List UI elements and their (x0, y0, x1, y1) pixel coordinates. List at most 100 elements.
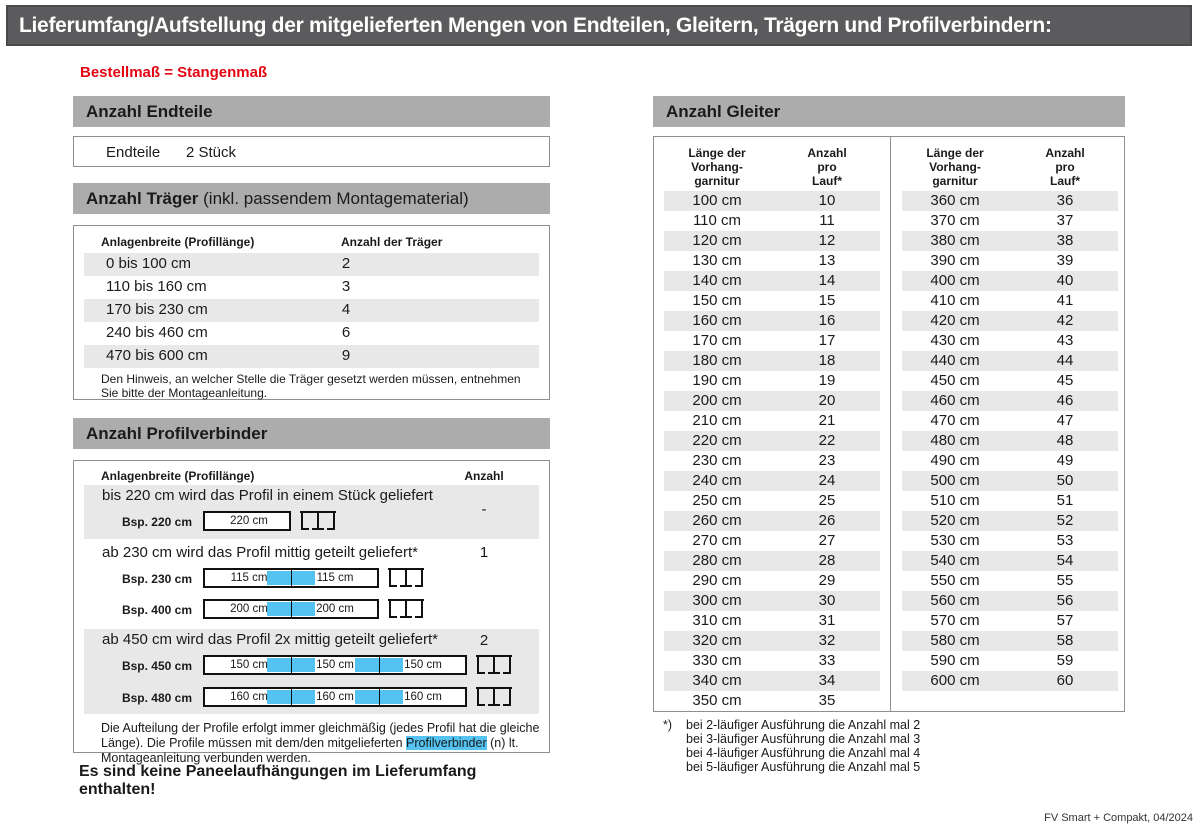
gleiter-row: 420 cm 42 (902, 311, 1118, 331)
gleiter-length: 160 cm (692, 312, 742, 329)
gleiter-count: 45 (1056, 372, 1074, 389)
gleiter1-col1-header: Länge der Vorhang-garnitur (688, 146, 746, 188)
example-label: Bsp. 220 cm (121, 515, 192, 529)
traeger-range: 240 bis 460 cm (106, 324, 208, 341)
profile-joint-line (379, 689, 380, 705)
segment-length-label: 150 cm (230, 659, 268, 671)
gleiter-count: 26 (818, 512, 836, 529)
gleiter-length: 310 cm (692, 612, 742, 629)
gleiter-row: 370 cm 37 (902, 211, 1118, 231)
gleiter-row: 310 cm 31 (664, 611, 880, 631)
gleiter-count: 47 (1056, 412, 1074, 429)
footnote-marker: *) (663, 718, 673, 732)
profile-example: Bsp. 450 cm 150 cm 150 cm 150 cm (84, 655, 539, 677)
section-header-endteile-label: Anzahl Endteile (86, 102, 213, 121)
gleiter-length: 350 cm (692, 692, 742, 709)
traeger-row: 110 bis 160 cm 3 (84, 276, 539, 299)
gleiter-length: 480 cm (930, 432, 980, 449)
section-header-endteile: Anzahl Endteile (73, 96, 550, 127)
gleiter-length: 190 cm (692, 372, 742, 389)
gleiter-row: 210 cm 21 (664, 411, 880, 431)
no-paneel-note: Es sind keine Paneelaufhängungen im Lief… (79, 763, 477, 798)
profile-example: Bsp. 220 cm 220 cm (84, 511, 539, 533)
traeger-count: 9 (341, 347, 351, 364)
gleiter-length: 110 cm (692, 212, 742, 229)
endteile-table: Endteile 2 Stück (73, 136, 550, 167)
gleiter-length: 250 cm (692, 492, 742, 509)
traeger-range: 470 bis 600 cm (106, 347, 208, 364)
gleiter-row: 380 cm 38 (902, 231, 1118, 251)
endteile-value: 2 Stück (186, 144, 237, 161)
gleiter-length: 360 cm (930, 192, 980, 209)
gleiter-length: 120 cm (692, 232, 742, 249)
gleiter-row: 430 cm 43 (902, 331, 1118, 351)
gleiter-count: 12 (818, 232, 836, 249)
gleiter-row: 350 cm 35 (664, 691, 880, 711)
profilverbinder-col1-header: Anlagenbreite (Profillänge) (101, 469, 255, 483)
gleiter-length: 280 cm (692, 552, 742, 569)
gleiter-count: 39 (1056, 252, 1074, 269)
gleiter-row: 440 cm 44 (902, 351, 1118, 371)
gleiter-count: 57 (1056, 612, 1074, 629)
gleiter-count: 19 (818, 372, 836, 389)
gleiter-count: 41 (1056, 292, 1074, 309)
profile-cross-section-icon (476, 687, 512, 706)
gleiter-count: 16 (818, 312, 836, 329)
gleiter-count: 48 (1056, 432, 1074, 449)
gleiter-length: 300 cm (692, 592, 742, 609)
gleiter-count: 20 (818, 392, 836, 409)
profile-cross-section-icon (476, 655, 512, 674)
gleiter-count: 58 (1056, 632, 1074, 649)
gleiter-length: 410 cm (930, 292, 980, 309)
gleiter-count: 50 (1056, 472, 1074, 489)
gleiter-table-divider (890, 137, 891, 711)
gleiter-length: 100 cm (692, 192, 742, 209)
gleiter-length: 180 cm (692, 352, 742, 369)
segment-length-label: 115 cm (316, 572, 354, 584)
gleiter-row: 180 cm 18 (664, 351, 880, 371)
gleiter-length: 400 cm (930, 272, 980, 289)
gleiter-length: 380 cm (930, 232, 980, 249)
traeger-count: 3 (341, 278, 351, 295)
profile-bar-diagram: 200 cm 200 cm (203, 599, 379, 619)
footnote-line: bei 3-läufiger Ausführung die Anzahl mal… (686, 732, 921, 746)
gleiter-length: 450 cm (930, 372, 980, 389)
gleiter-length: 470 cm (930, 412, 980, 429)
profilverbinder-case: ab 450 cm wird das Profil 2x mittig gete… (84, 629, 539, 714)
gleiter-row: 100 cm 10 (664, 191, 880, 211)
section-header-profilverbinder-label: Anzahl Profilverbinder (86, 424, 268, 443)
gleiter-length: 200 cm (692, 392, 742, 409)
gleiter-length: 230 cm (692, 452, 742, 469)
gleiter1-col2-header: Anzahl pro Lauf* (807, 146, 847, 188)
segment-length-label: 150 cm (316, 659, 354, 671)
gleiter-row: 520 cm 52 (902, 511, 1118, 531)
gleiter-row: 460 cm 46 (902, 391, 1118, 411)
profile-joint-line (291, 689, 292, 705)
gleiter-row: 340 cm 34 (664, 671, 880, 691)
gleiter-count: 36 (1056, 192, 1074, 209)
gleiter-length: 520 cm (930, 512, 980, 529)
gleiter-row: 250 cm 25 (664, 491, 880, 511)
gleiter-length: 320 cm (692, 632, 742, 649)
segment-length-label: 115 cm (230, 572, 268, 584)
gleiter-count: 32 (818, 632, 836, 649)
gleiter-row: 560 cm 56 (902, 591, 1118, 611)
gleiter-length: 560 cm (930, 592, 980, 609)
gleiter-length: 510 cm (930, 492, 980, 509)
gleiter-count: 40 (1056, 272, 1074, 289)
gleiter-row: 280 cm 28 (664, 551, 880, 571)
traeger-table: Anlagenbreite (Profillänge) Anzahl der T… (73, 225, 550, 400)
gleiter-count: 42 (1056, 312, 1074, 329)
gleiter-length: 290 cm (692, 572, 742, 589)
profile-bar-diagram: 150 cm 150 cm 150 cm (203, 655, 467, 675)
profile-bar-diagram: 160 cm 160 cm 160 cm (203, 687, 467, 707)
gleiter-length: 140 cm (692, 272, 742, 289)
gleiter-count: 22 (818, 432, 836, 449)
case-description: bis 220 cm wird das Profil in einem Stüc… (102, 487, 433, 504)
gleiter-row: 480 cm 48 (902, 431, 1118, 451)
segment-length-label: 200 cm (316, 603, 354, 615)
gleiter-count: 14 (818, 272, 836, 289)
gleiter-count: 49 (1056, 452, 1074, 469)
traeger-row: 0 bis 100 cm 2 (84, 253, 539, 276)
traeger-count: 4 (341, 301, 351, 318)
